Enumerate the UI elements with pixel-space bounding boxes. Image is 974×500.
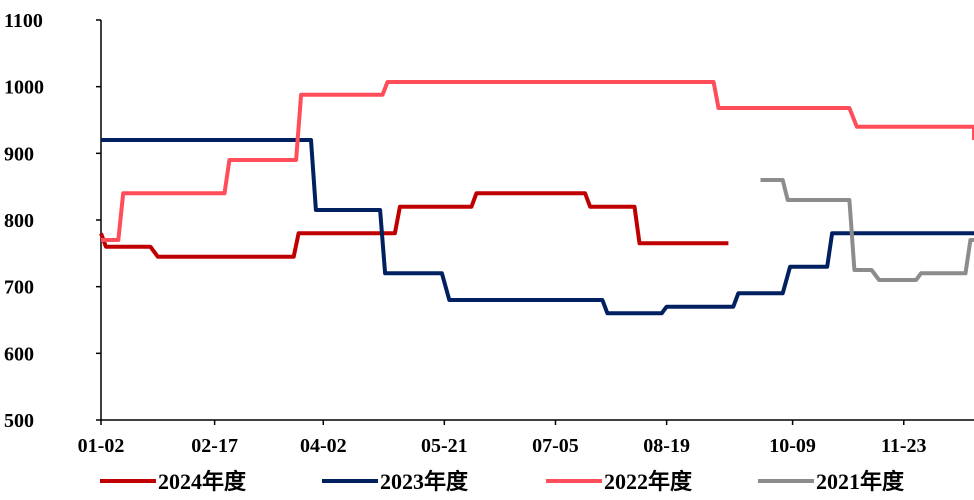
y-tick-label: 1100 [4,10,43,32]
y-tick-label: 900 [4,143,34,165]
y-axis-ticks: 500 600 700 800 900 1000 1100 [4,10,101,432]
y-tick-label: 800 [4,210,34,232]
x-tick-label: 10-09 [769,435,816,457]
series-layer [99,80,974,316]
series-line-1 [99,191,729,259]
legend-label: 2021年度 [816,469,905,494]
x-tick-label: 11-23 [881,435,927,457]
legend-label: 2024年度 [158,469,247,494]
y-tick-label: 700 [4,277,34,299]
x-tick-label: 08-19 [643,435,690,457]
y-tick-label: 500 [4,410,34,432]
series-line-3 [101,80,974,242]
legend: 2024年度 2023年度 2022年度 2021年度 [100,469,905,494]
series-line-2 [101,138,974,316]
legend-label: 2023年度 [380,469,469,494]
x-tick-label: 05-21 [421,435,468,457]
x-tick-label: 04-02 [300,435,347,457]
x-axis-ticks: 01-02 02-17 04-02 05-21 07-05 08-19 10-09 11-23 [78,420,927,457]
x-tick-label: 02-17 [191,435,238,457]
y-tick-label: 1000 [4,77,44,99]
y-tick-label: 600 [4,343,34,365]
legend-label: 2022年度 [604,469,693,494]
series-line-4 [760,178,974,282]
x-tick-label: 01-02 [78,435,125,457]
x-tick-label: 07-05 [532,435,579,457]
